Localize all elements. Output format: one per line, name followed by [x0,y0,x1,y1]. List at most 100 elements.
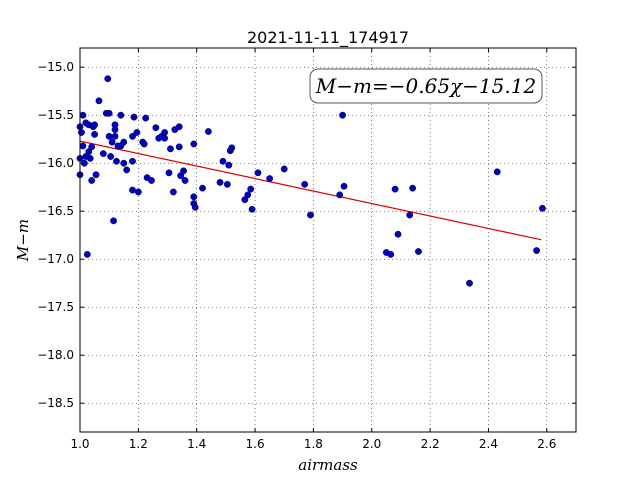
data-point [266,175,274,182]
data-point [219,157,227,165]
data-point [83,250,91,258]
data-point [204,128,212,135]
data-point [161,129,169,136]
data-point [78,129,85,136]
data-point [104,75,112,83]
fit-line [79,140,542,241]
x-tick-labels: 1.0 1.2 1.4 1.6 1.8 2.0 2.2 2.4 2.6 [70,437,556,451]
x-tick-label: 1.8 [304,437,323,451]
data-point [129,186,136,194]
fit-line-group [79,140,542,241]
data-point [88,177,96,184]
x-tick-label: 1.2 [129,437,148,451]
data-point [79,142,87,150]
data-point [129,157,136,165]
data-point [216,178,224,186]
data-point [387,250,395,258]
data-point [190,140,198,148]
y-tick-label: −16.0 [37,156,74,170]
data-point [244,191,252,199]
fit-annotation-box [309,68,543,104]
grid [79,48,576,432]
data-point [80,159,88,167]
plot-area-background [80,48,576,432]
data-point [107,153,115,160]
y-tick-label: −18.0 [37,348,74,362]
y-tick-label: −15.0 [37,60,74,74]
data-point [190,193,198,201]
x-tick-label: 1.4 [187,437,206,451]
x-tick-label: 2.6 [537,437,556,451]
data-point [415,248,422,255]
data-point [175,143,183,151]
data-point [111,132,119,140]
data-point [539,204,546,212]
axis-ticks [79,48,576,432]
data-point [466,279,473,287]
data-point [165,169,173,177]
data-point [301,180,309,188]
data-point [140,140,148,148]
data-point [175,123,183,131]
data-point [254,169,262,177]
data-point [225,161,233,169]
data-point [169,188,177,196]
chart-title: 2021-11-11_174917 [247,28,409,48]
y-tick-label: −17.0 [37,252,74,266]
x-tick-label: 1.0 [70,437,89,451]
data-point [91,130,98,138]
x-tick-label: 2.4 [479,437,498,451]
data-point [181,177,189,184]
y-tick-label: −17.5 [37,300,74,314]
data-point [148,177,155,184]
data-point [247,185,255,193]
data-point [79,111,87,119]
data-point [88,143,96,151]
data-point [123,166,131,174]
data-point [493,168,501,176]
data-point [180,167,187,175]
plot-frame [79,47,577,433]
data-point [120,159,128,167]
data-point [130,113,138,121]
data-point [280,165,288,173]
data-point [336,191,344,199]
data-point [91,121,98,129]
y-tick-label: −18.5 [37,396,74,410]
y-axis-label: M−m [14,219,32,262]
data-point [152,124,160,132]
data-point [108,138,116,146]
x-tick-label: 2.2 [421,437,440,451]
data-point [248,205,256,213]
data-point [120,138,128,146]
data-point [199,184,206,192]
data-point [92,171,100,179]
fit-annotation: M−m=−0.65χ−15.12 [315,74,536,98]
data-point [105,132,113,140]
y-tick-label: −16.5 [37,204,74,218]
data-point [142,114,150,122]
x-tick-label: 2.0 [362,437,381,451]
data-point [391,185,399,193]
data-point [533,247,541,254]
data-point [223,180,231,188]
y-tick-label: −15.5 [37,108,74,122]
data-point [394,230,402,238]
data-point [86,154,94,162]
data-point [307,211,314,219]
data-point [110,217,117,225]
data-points [76,75,546,287]
data-point [406,211,414,219]
x-axis-label: airmass [298,456,358,474]
data-point [117,111,125,119]
data-point [339,111,346,119]
y-tick-labels: −15.0 −15.5 −16.0 −16.5 −17.0 −17.5 −18.0 −18.5 [37,60,74,410]
data-point [95,97,103,105]
data-point [228,144,236,152]
data-point [99,150,107,158]
data-point [134,188,142,196]
data-point [133,129,141,136]
data-point [167,145,174,153]
data-point [340,182,348,190]
